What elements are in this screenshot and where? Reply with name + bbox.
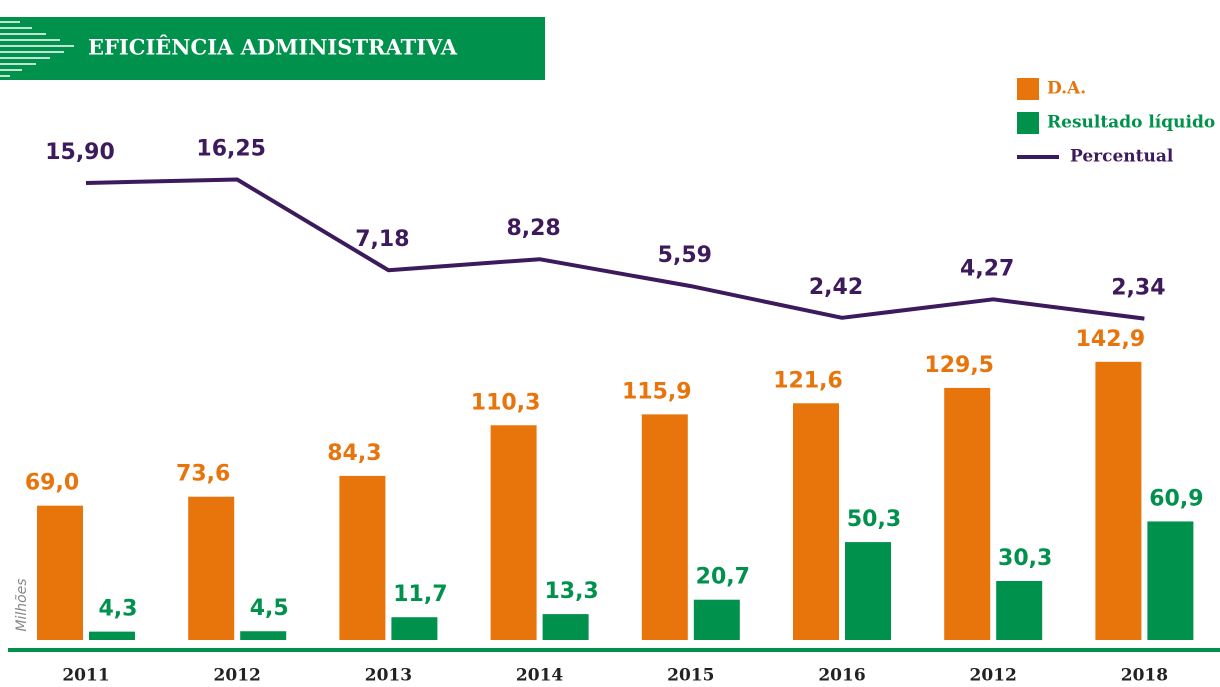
x-tick-label: 2018 (1121, 666, 1168, 686)
bar (391, 617, 438, 640)
data-label: 13,3 (544, 579, 598, 604)
bar (188, 496, 235, 640)
bar (240, 631, 287, 640)
y-axis-label: Milhões (14, 578, 30, 631)
bar (339, 475, 386, 640)
data-label: 73,6 (176, 462, 230, 487)
bar (793, 403, 839, 640)
bar (641, 414, 688, 640)
data-label: 121,6 (773, 368, 843, 393)
legend-swatch (1017, 155, 1059, 159)
x-tick-label: 2011 (62, 666, 109, 686)
data-label: 69,0 (25, 471, 79, 496)
bar (845, 542, 891, 640)
bar (693, 599, 740, 640)
x-tick-label: 2016 (818, 666, 865, 686)
data-label: 142,9 (1076, 327, 1146, 352)
x-tick-label: 2015 (667, 666, 714, 686)
x-tick-label: 2014 (516, 666, 563, 686)
data-label: 4,27 (960, 256, 1014, 281)
data-label: 2,34 (1111, 276, 1165, 301)
data-label: 11,7 (393, 582, 447, 607)
bar (1095, 361, 1142, 640)
baseline (8, 648, 1220, 652)
bar (490, 425, 537, 640)
data-label: 60,9 (1149, 486, 1203, 511)
data-label: 110,3 (471, 390, 541, 415)
bar (89, 631, 135, 640)
legend-label: Percentual (1070, 147, 1174, 167)
data-label: 115,9 (622, 379, 692, 404)
bar (1147, 521, 1194, 640)
data-label: 20,7 (696, 565, 750, 590)
data-label: 129,5 (924, 353, 994, 378)
data-label: 4,5 (250, 596, 289, 621)
data-label: 5,59 (658, 243, 712, 268)
data-label: 7,18 (355, 227, 409, 252)
x-tick-label: 2012 (214, 666, 261, 686)
legend-label: Resultado líquido (1047, 113, 1215, 133)
chart-title: EFICIÊNCIA ADMINISTRATIVA (88, 35, 458, 60)
legend-swatch (1017, 78, 1039, 100)
line (85, 177, 1145, 321)
data-label: 8,28 (506, 216, 560, 241)
data-label: 4,3 (99, 597, 138, 622)
legend-label: D.A. (1047, 79, 1086, 99)
x-tick-label: 2012 (970, 666, 1017, 686)
title-band (0, 17, 545, 80)
x-tick-label: 2013 (365, 666, 412, 686)
title-stripes (0, 21, 74, 77)
bar (542, 614, 589, 640)
data-label: 30,3 (998, 546, 1052, 571)
legend-swatch (1017, 112, 1039, 134)
bar (37, 505, 83, 640)
data-label: 15,90 (45, 140, 115, 165)
data-label: 16,25 (196, 137, 266, 162)
bar (944, 387, 991, 640)
bar (996, 581, 1043, 640)
data-label: 84,3 (327, 441, 381, 466)
data-label: 50,3 (847, 507, 901, 532)
data-label: 2,42 (809, 275, 863, 300)
